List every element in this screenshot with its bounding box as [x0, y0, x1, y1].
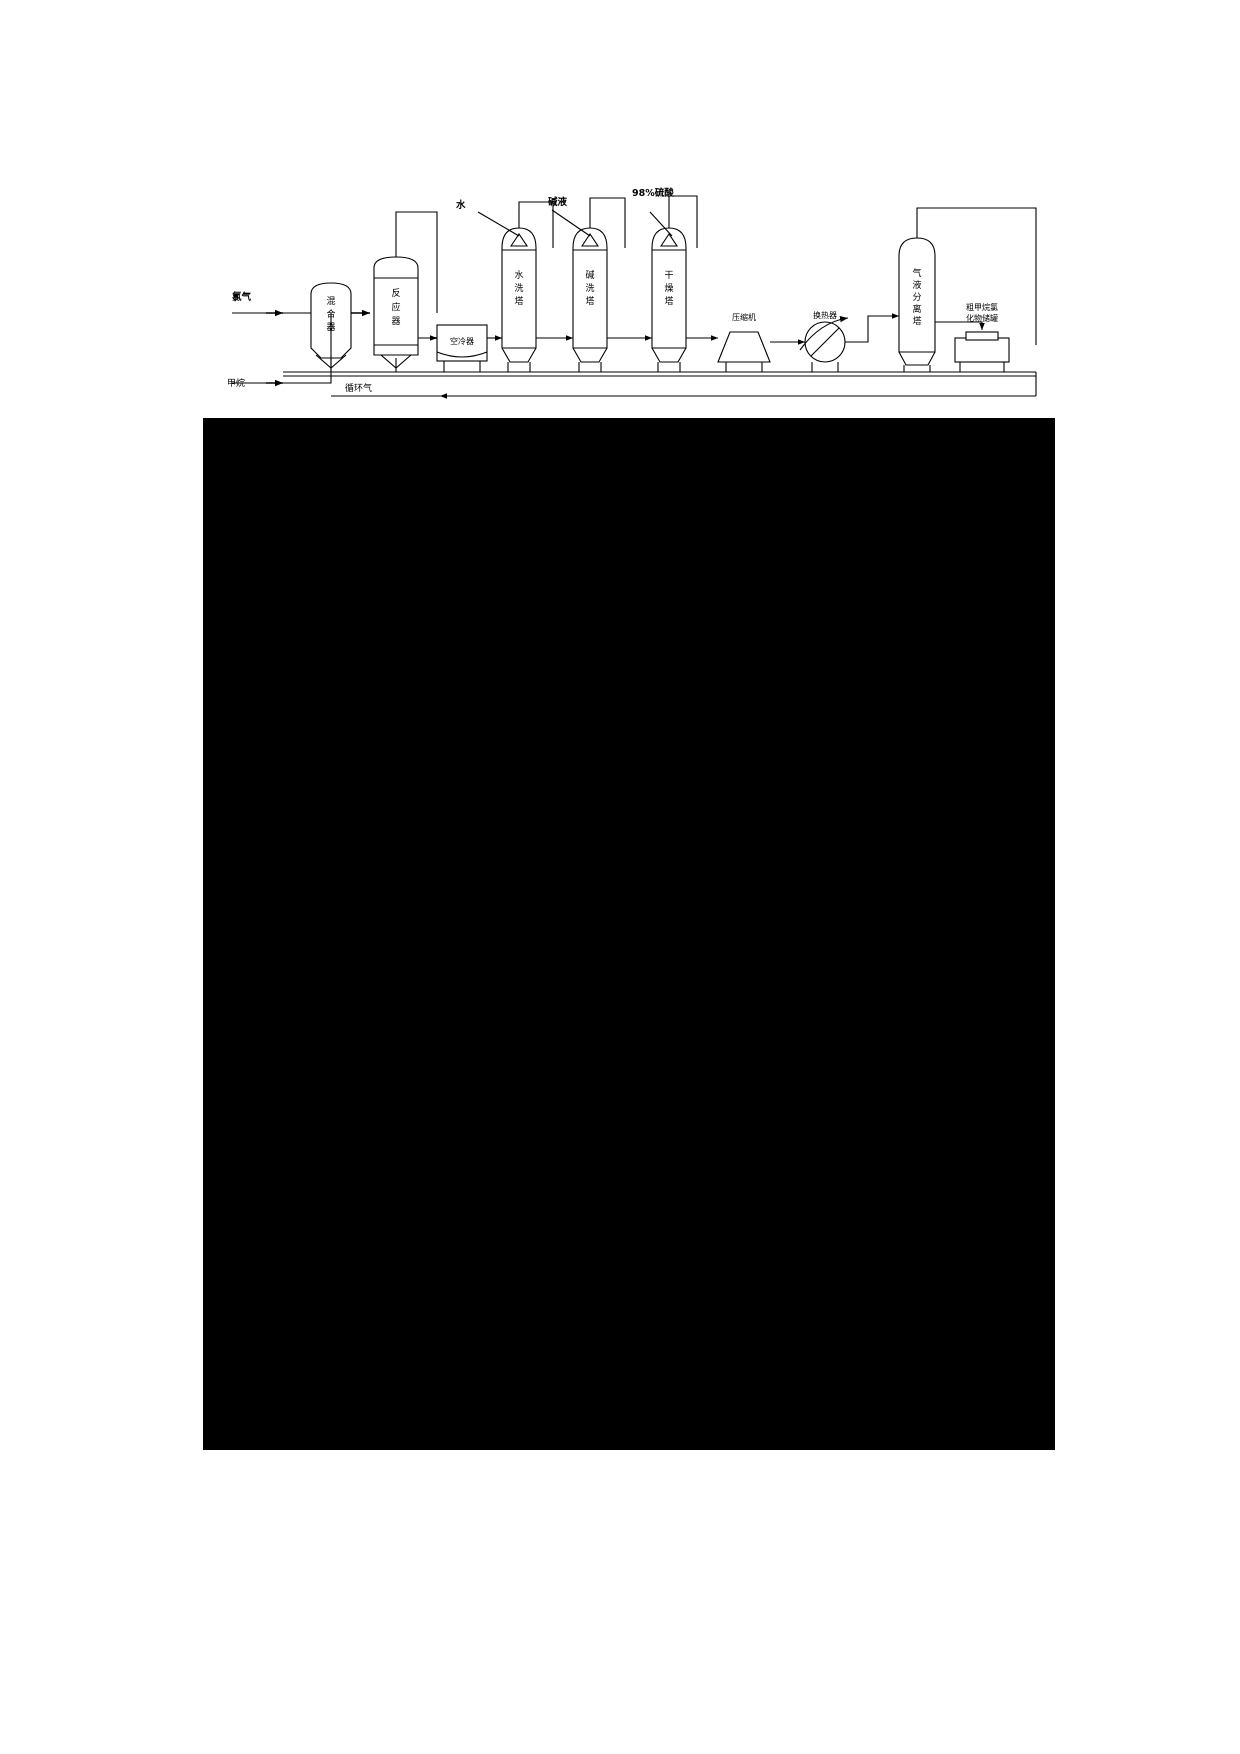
pipe-alkali-overhead: [589, 197, 626, 248]
equipment-reactor: 反 应 器: [373, 256, 419, 372]
dry-tower-label-1: 干: [664, 270, 673, 281]
redacted-content-block: [203, 418, 1055, 1450]
label-alkali: 碱液: [548, 196, 568, 208]
dry-tower-label-3: 塔: [664, 295, 673, 307]
separator-label-3: 分: [912, 292, 921, 303]
compressor-label: 压缩机: [732, 312, 756, 322]
equipment-separator: 气 液 分 离 塔: [898, 237, 936, 372]
equipment-dry-tower: 干 燥 塔: [651, 227, 687, 372]
tank-label-1: 粗甲烷氯: [966, 302, 998, 312]
mixer-label-1: 混: [326, 296, 335, 307]
reactor-label-2: 应: [391, 301, 400, 313]
separator-label-5: 塔: [912, 315, 921, 327]
alkali-tower-label-3: 塔: [585, 295, 594, 307]
pipe-methane: [232, 313, 332, 384]
equipment-tank: 粗甲烷氯 化物储罐: [954, 302, 1010, 372]
pipe-separator-overhead: [916, 207, 1037, 345]
process-flow-diagram: .ln{stroke:#000;stroke-width:1.1;fill:no…: [0, 0, 1240, 418]
pipe-reactor-top: [395, 211, 438, 313]
water-tower-label-1: 水: [514, 269, 523, 281]
air-cooler-label: 空冷器: [450, 336, 474, 346]
dry-tower-label-2: 燥: [664, 283, 673, 294]
pipe-acid-overhead: [668, 195, 698, 248]
equipment-alkali-tower: 碱 洗 塔: [572, 227, 608, 372]
separator-label-4: 离: [912, 303, 921, 315]
exchanger-label: 换热器: [813, 310, 837, 320]
water-tower-label-3: 塔: [514, 295, 523, 307]
arrow-exchanger-separator: [845, 313, 899, 343]
tank-label-2: 化物储罐: [966, 313, 998, 323]
separator-label-1: 气: [912, 267, 921, 279]
equipment-exchanger: 换热器: [799, 310, 849, 372]
arrow-separator-tank: [935, 321, 985, 330]
leader-acid: [649, 211, 673, 237]
reactor-label-3: 器: [391, 316, 400, 327]
label-sulfuric-acid: 98%硫酸: [632, 187, 674, 199]
pipe-water-overhead: [518, 201, 554, 248]
equipment-compressor: 压缩机: [717, 312, 771, 372]
alkali-tower-label-2: 洗: [585, 282, 594, 294]
water-tower-label-2: 洗: [514, 282, 523, 294]
label-recycle-gas: 循环气: [345, 382, 372, 394]
alkali-tower-label-1: 碱: [585, 270, 594, 281]
equipment-air-cooler: 空冷器: [436, 324, 488, 372]
label-methane: 甲烷: [227, 377, 245, 389]
leader-water: [477, 211, 520, 237]
reactor-label-1: 反: [391, 288, 400, 299]
leader-alkali: [551, 209, 591, 237]
label-chlorine: 氯气: [232, 291, 252, 303]
separator-label-2: 液: [912, 279, 921, 291]
pfd-canvas: .ln{stroke:#000;stroke-width:1.1;fill:no…: [227, 187, 1037, 399]
label-water: 水: [456, 199, 466, 211]
equipment-water-tower: 水 洗 塔: [501, 227, 537, 372]
